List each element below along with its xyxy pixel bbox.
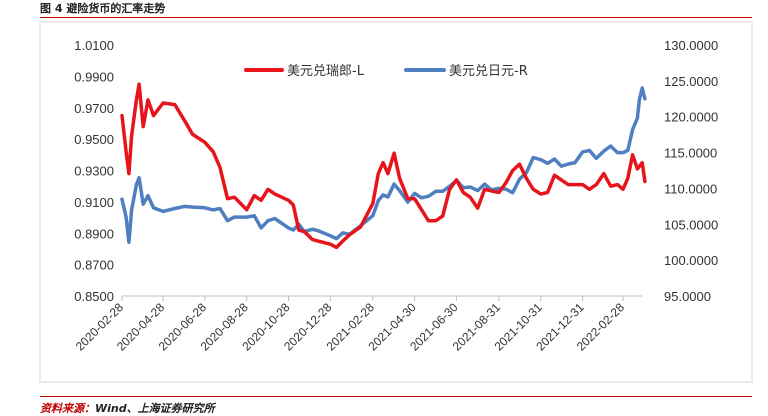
y-left-tick-label: 0.8500 [74, 289, 114, 304]
source-note: 资料来源：Wind、上海证券研究所 [40, 400, 215, 416]
bottom-rule [40, 396, 752, 397]
chart: 0.8500 0.8700 0.8900 0.9100 0.9300 0.9500 0.97… [39, 21, 753, 383]
legend: 美元兑瑞郎-L 美元兑日元-R [244, 64, 528, 79]
y-left-tick-label: 0.9100 [74, 195, 114, 210]
source-label: 资料来源： [40, 402, 95, 415]
y-left-tick-label: 0.8700 [74, 258, 114, 273]
x-axis: 2020-02-282020-04-282020-06-282020-08-28… [73, 296, 627, 354]
legend-label-1: 美元兑日元-R [449, 64, 528, 79]
y-right-tick-label: 120.0000 [664, 110, 718, 125]
chart-border [39, 21, 753, 383]
top-rule [40, 17, 752, 18]
y-right-tick-label: 125.0000 [664, 74, 718, 89]
series-line-usdjpy [120, 86, 647, 244]
plot-frame [39, 21, 753, 383]
y-left-tick-label: 1.0100 [74, 38, 114, 53]
y-left-tick-label: 0.9900 [74, 69, 114, 84]
y-left-tick-label: 0.8900 [74, 226, 114, 241]
y-right-tick-label: 95.0000 [664, 289, 711, 304]
y-right-tick-label: 115.0000 [664, 146, 717, 161]
y-axis-left: 0.8500 0.8700 0.8900 0.9100 0.9300 0.9500 0.97… [74, 38, 114, 304]
y-left-tick-label: 0.9700 [74, 101, 114, 116]
legend-label-0: 美元兑瑞郎-L [287, 64, 365, 79]
y-right-tick-label: 130.0000 [664, 38, 718, 53]
y-left-tick-label: 0.9300 [74, 164, 114, 179]
y-right-tick-label: 110.0000 [664, 181, 717, 196]
y-axis-right: 95.0000 100.0000 105.0000 110.0000 115.0000 1… [664, 38, 718, 304]
y-left-tick-label: 0.9500 [74, 132, 114, 147]
series-group [120, 82, 647, 250]
y-right-tick-label: 100.0000 [664, 253, 718, 268]
y-right-tick-label: 105.0000 [664, 217, 718, 232]
figure-title: 图 4 避险货币的汇率走势 [40, 2, 166, 15]
series-line-usdchf [120, 82, 647, 250]
source-text: Wind、上海证券研究所 [95, 402, 215, 415]
